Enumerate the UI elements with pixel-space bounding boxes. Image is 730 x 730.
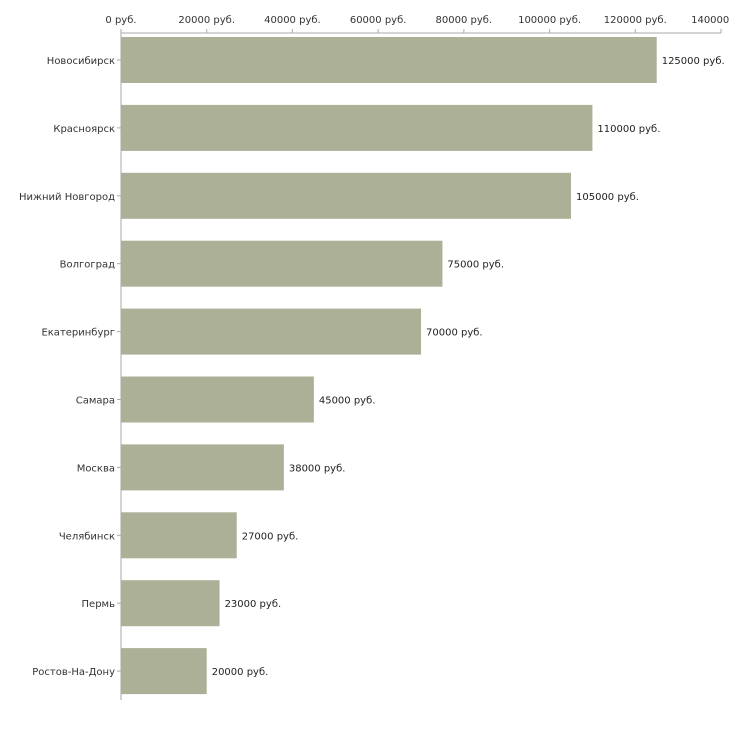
bar [121,580,220,627]
x-tick-label: 0 руб. [105,15,136,26]
value-label: 110000 руб. [597,124,660,135]
value-label: 45000 руб. [319,396,376,407]
bar [121,104,593,151]
category-label: Нижний Новгород [19,192,115,203]
category-label: Екатеринбург [41,328,115,339]
category-label: Самара [76,396,115,407]
category-label: Челябинск [59,531,115,542]
value-label: 23000 руб. [225,599,282,610]
value-label: 38000 руб. [289,463,346,474]
bar [121,308,421,355]
x-axis-ticks: 0 руб. 20000 руб. 40000 руб. 60000 руб. 8000… [105,15,730,33]
value-label: 20000 руб. [212,667,269,678]
x-tick-label: 60000 руб. [350,15,407,26]
bar [121,37,657,83]
x-tick-label: 40000 руб. [264,15,321,26]
bar [121,240,443,287]
x-tick-label: 80000 руб. [436,15,493,26]
category-label: Москва [77,463,115,474]
value-label: 70000 руб. [426,328,483,339]
value-label: 105000 руб. [576,192,639,203]
axes-group [120,32,721,700]
bar [121,376,314,423]
bar [121,172,571,219]
x-tick-label: 120000 руб. [604,15,667,26]
category-label: Новосибирск [47,56,115,67]
bars-group: Новосибирск 125000 руб. Красноярск 110000 р… [19,37,725,695]
category-label: Ростов-На-Дону [32,667,115,678]
category-label: Красноярск [53,124,115,135]
category-label: Волгоград [60,260,115,271]
x-tick-label: 20000 руб. [178,15,235,26]
bar [121,648,207,695]
bar [121,512,237,559]
value-label: 75000 руб. [447,260,504,271]
category-label: Пермь [82,599,116,610]
x-tick-label: 100000 руб. [518,15,581,26]
x-tick-label: 140000 руб [691,15,730,26]
bar [121,444,284,491]
value-label: 27000 руб. [242,531,299,542]
value-label: 125000 руб. [662,56,725,67]
